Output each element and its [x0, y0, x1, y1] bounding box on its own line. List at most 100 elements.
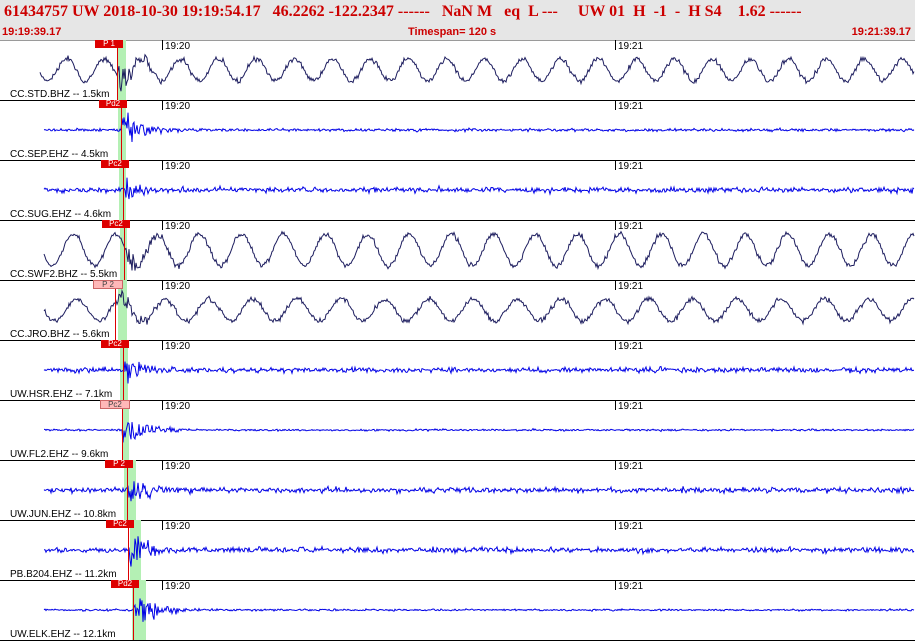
event-header: 61434757 UW 2018-10-30 19:19:54.17 46.22…	[0, 0, 915, 41]
station-label: UW.HSR.EHZ -- 7.1km	[10, 389, 113, 400]
trace-panels[interactable]: 19:20 19:21 P 1 CC.STD.BHZ -- 1.5km 19:20 19:…	[0, 40, 915, 641]
time-tick	[615, 100, 616, 110]
pick-label[interactable]: P 2	[105, 460, 133, 468]
start-time: 19:19:39.17	[2, 26, 62, 38]
station-label: CC.SWF2.BHZ -- 5.5km	[10, 269, 118, 280]
pick-label[interactable]: Pc2	[100, 400, 130, 409]
time-tick	[162, 580, 163, 590]
time-tick	[615, 220, 616, 230]
time-tick-label: 19:20	[165, 221, 191, 232]
station-label: PB.B204.EHZ -- 11.2km	[10, 569, 117, 580]
time-tick	[162, 160, 163, 170]
time-tick-label: 19:20	[165, 521, 191, 532]
pick-label[interactable]: P 1	[95, 40, 123, 48]
station-label: CC.SUG.EHZ -- 4.6km	[10, 209, 112, 220]
time-tick	[162, 100, 163, 110]
pick-label[interactable]: Pd2	[111, 580, 139, 588]
pick-window	[120, 220, 127, 280]
pick-line[interactable]	[117, 40, 118, 100]
station-label: UW.JUN.EHZ -- 10.8km	[10, 509, 117, 520]
pick-label[interactable]: Pd2	[99, 100, 127, 108]
waveform	[43, 230, 915, 271]
trace-panel[interactable]: 19:20 19:21 Pc2 UW.HSR.EHZ -- 7.1km	[0, 340, 915, 401]
time-tick-label: 19:21	[618, 101, 644, 112]
waveform	[43, 112, 915, 143]
time-tick	[162, 400, 163, 410]
pick-label[interactable]: Pc2	[101, 160, 129, 168]
waveform	[43, 361, 915, 384]
pick-line[interactable]	[128, 520, 129, 580]
time-tick	[162, 220, 163, 230]
time-tick-label: 19:21	[618, 461, 644, 472]
trace-panel[interactable]: 19:20 19:21 P 1 CC.STD.BHZ -- 1.5km	[0, 40, 915, 101]
waveform	[43, 598, 915, 622]
time-tick-label: 19:21	[618, 281, 644, 292]
time-tick-label: 19:21	[618, 401, 644, 412]
pick-window	[122, 400, 129, 460]
time-tick-label: 19:20	[165, 341, 191, 352]
station-label: CC.SEP.EHZ -- 4.5km	[10, 149, 109, 160]
trace-panel[interactable]: 19:20 19:21 P 2 UW.JUN.EHZ -- 10.8km	[0, 460, 915, 521]
trace-panel[interactable]: 19:20 19:21 Pd2 CC.SEP.EHZ -- 4.5km	[0, 100, 915, 161]
time-tick-label: 19:20	[165, 101, 191, 112]
trace-panel[interactable]: 19:20 19:21 Pc2 CC.SUG.EHZ -- 4.6km	[0, 160, 915, 221]
station-label: UW.ELK.EHZ -- 12.1km	[10, 629, 116, 640]
time-tick-label: 19:20	[165, 161, 191, 172]
pick-label[interactable]: P 2	[93, 280, 123, 289]
time-tick	[615, 460, 616, 470]
time-tick	[615, 520, 616, 530]
pick-window	[130, 520, 141, 580]
time-tick	[615, 340, 616, 350]
pick-window	[118, 100, 126, 160]
time-tick-label: 19:21	[618, 521, 644, 532]
pick-line[interactable]	[115, 280, 116, 340]
waveform	[44, 421, 915, 443]
waveform	[43, 481, 915, 502]
trace-panel[interactable]: 19:20 19:21 P 2 CC.JRO.BHZ -- 5.6km	[0, 280, 915, 341]
time-tick-label: 19:20	[165, 41, 191, 52]
pick-line[interactable]	[127, 460, 128, 520]
trace-panel[interactable]: 19:20 19:21 Pc2 PB.B204.EHZ -- 11.2km	[0, 520, 915, 581]
time-tick	[162, 40, 163, 50]
pick-window	[118, 40, 126, 100]
time-tick	[162, 280, 163, 290]
pick-line[interactable]	[121, 100, 122, 160]
time-tick	[615, 400, 616, 410]
time-tick-label: 19:21	[618, 161, 644, 172]
time-tick	[162, 460, 163, 470]
pick-label[interactable]: Pc2	[102, 220, 130, 228]
trace-panel[interactable]: 19:20 19:21 Pc2 UW.FL2.EHZ -- 9.6km	[0, 400, 915, 461]
trace-panel[interactable]: 19:20 19:21 Pc2 CC.SWF2.BHZ -- 5.5km	[0, 220, 915, 281]
pick-line[interactable]	[124, 220, 125, 280]
pick-window	[118, 280, 127, 340]
time-tick	[615, 280, 616, 290]
time-tick	[615, 40, 616, 50]
waveform	[43, 289, 915, 326]
waveform	[39, 53, 915, 92]
time-tick-label: 19:20	[165, 461, 191, 472]
time-tick-label: 19:20	[165, 581, 191, 592]
trace-panel[interactable]: 19:20 19:21 Pd2 UW.ELK.EHZ -- 12.1km	[0, 580, 915, 641]
waveform	[43, 177, 915, 200]
time-tick-label: 19:20	[165, 281, 191, 292]
time-tick-label: 19:21	[618, 221, 644, 232]
time-tick	[162, 520, 163, 530]
event-title: 61434757 UW 2018-10-30 19:19:54.17 46.22…	[4, 3, 802, 20]
pick-line[interactable]	[123, 340, 124, 400]
pick-line[interactable]	[122, 400, 123, 460]
time-tick-label: 19:21	[618, 581, 644, 592]
time-tick	[615, 160, 616, 170]
time-tick-label: 19:21	[618, 341, 644, 352]
end-time: 19:21:39.17	[851, 26, 911, 38]
pick-label[interactable]: Pc2	[101, 340, 129, 348]
station-label: CC.JRO.BHZ -- 5.6km	[10, 329, 110, 340]
pick-line[interactable]	[123, 160, 124, 220]
timespan-label: Timespan= 120 s	[408, 26, 497, 38]
time-tick	[162, 340, 163, 350]
pick-window	[119, 160, 126, 220]
waveform	[44, 536, 915, 567]
pick-line[interactable]	[133, 580, 134, 640]
time-tick-label: 19:21	[618, 41, 644, 52]
station-label: CC.STD.BHZ -- 1.5km	[10, 89, 110, 100]
pick-label[interactable]: Pc2	[106, 520, 134, 528]
